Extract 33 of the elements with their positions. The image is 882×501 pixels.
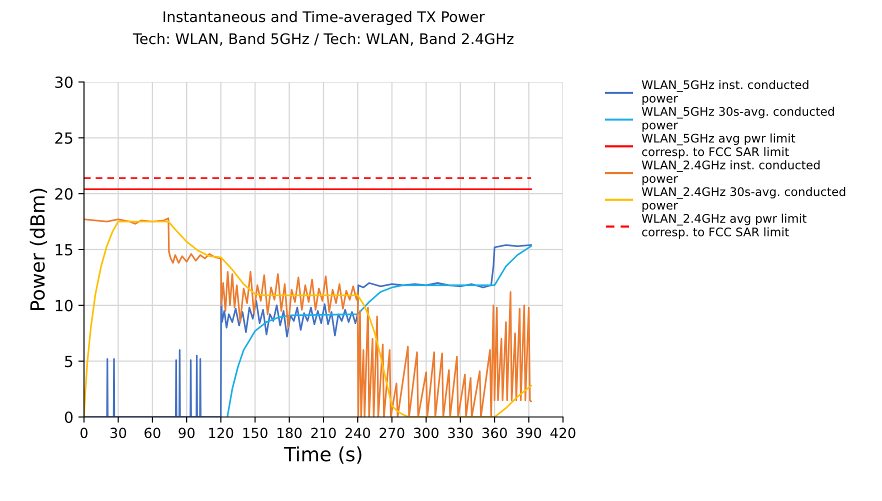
y-axis-title: Power (dBm) (30, 188, 48, 310)
y-tick-label: 25 (55, 132, 72, 144)
legend-label: WLAN_5GHz inst. conducted power (642, 80, 808, 105)
x-tick-label: 120 (209, 428, 234, 438)
x-tick-label: 390 (516, 428, 542, 438)
chart-subtitle: Tech: WLAN, Band 5GHz / Tech: WLAN, Band 2.4GHz (132, 32, 514, 46)
x-tick-label: 210 (311, 428, 336, 438)
y-tick-label: 15 (56, 244, 72, 256)
x-tick-label: 420 (550, 428, 576, 438)
y-tick-label: 20 (55, 188, 73, 200)
x-tick-label: 0 (80, 428, 88, 438)
x-tick-label: 330 (448, 428, 473, 438)
x-tick-label: 360 (482, 428, 507, 438)
y-tick-label: 10 (56, 300, 73, 312)
chart-title: Instantaneous and Time-averaged TX Power (164, 10, 485, 26)
y-tick-label: 30 (55, 76, 73, 88)
legend-label: WLAN_2.4GHz avg pwr limit corresp. to FCC SAR limit (642, 214, 806, 239)
legend-label: WLAN_5GHz avg pwr limit corresp. to FCC SAR limit (642, 134, 796, 158)
x-tick-label: 30 (110, 428, 126, 438)
x-tick-label: 240 (345, 428, 370, 438)
y-tick-label: 5 (65, 356, 72, 368)
x-tick-label: 270 (380, 428, 404, 438)
x-axis-title: Time (s) (284, 446, 362, 464)
legend-label: WLAN_2.4GHz 30s-avg. conducted power (642, 187, 846, 212)
line-series (226, 245, 532, 417)
x-tick-label: 150 (243, 428, 268, 438)
x-tick-label: 90 (178, 428, 195, 438)
x-tick-label: 300 (414, 428, 438, 438)
legend-label: WLAN_5GHz 30s-avg. conducted power (642, 106, 834, 132)
x-tick-label: 60 (144, 428, 160, 438)
legend-label: WLAN_2.4GHz inst. conducted power (642, 160, 820, 186)
y-tick-label: 0 (64, 411, 73, 424)
x-tick-label: 180 (278, 428, 302, 438)
